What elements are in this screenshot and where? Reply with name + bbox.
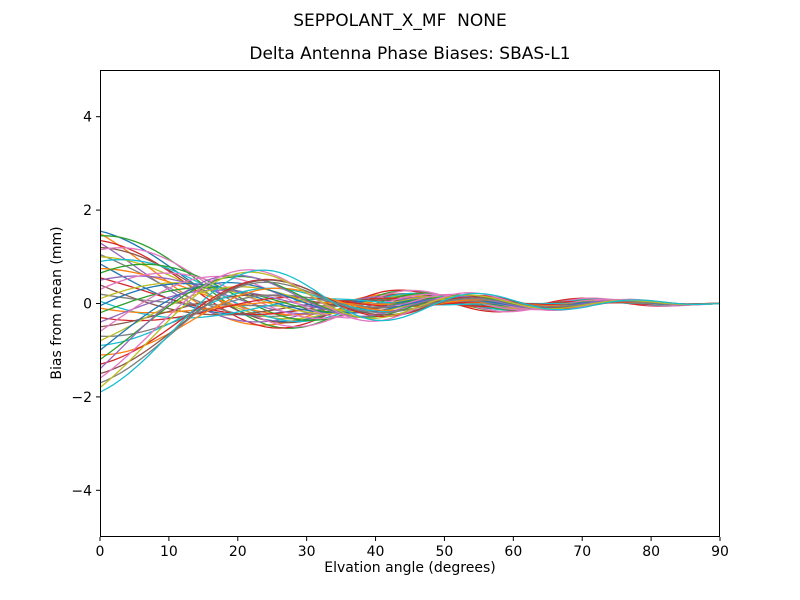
x-axis-label: Elvation angle (degrees) xyxy=(324,560,496,576)
series-line xyxy=(100,269,720,393)
y-tick-label: 0 xyxy=(83,297,92,313)
y-tick-label: −2 xyxy=(71,390,92,406)
series-line xyxy=(100,269,720,379)
x-tick-label: 40 xyxy=(367,544,385,560)
x-tick-label: 70 xyxy=(573,544,591,560)
y-axis-label: Bias from mean (mm) xyxy=(49,226,65,380)
x-tick-label: 90 xyxy=(711,544,729,560)
figure-suptitle: SEPPOLANT_X_MF NONE xyxy=(293,11,507,31)
y-tick-label: 4 xyxy=(83,110,92,126)
y-tick-label: 2 xyxy=(83,203,92,219)
x-tick-label: 50 xyxy=(436,544,454,560)
series-group xyxy=(100,230,720,393)
x-tick-label: 10 xyxy=(160,544,178,560)
x-tick-label: 60 xyxy=(504,544,522,560)
y-tick-label: −4 xyxy=(71,483,92,499)
x-tick-label: 0 xyxy=(96,544,105,560)
x-tick-label: 30 xyxy=(298,544,316,560)
axes-frame xyxy=(100,70,720,537)
axes-title: Delta Antenna Phase Biases: SBAS-L1 xyxy=(249,44,571,64)
x-tick-label: 80 xyxy=(642,544,660,560)
x-tick-label: 20 xyxy=(229,544,247,560)
